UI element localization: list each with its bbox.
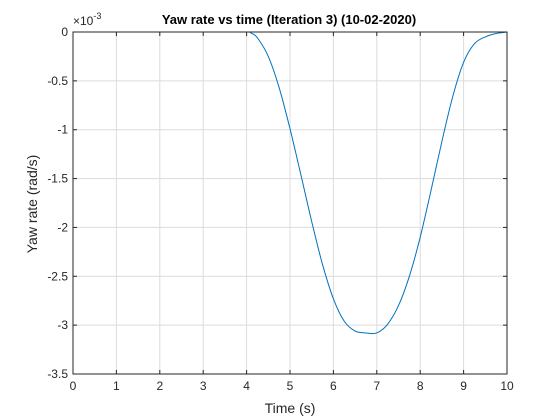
y-tick-label: -3 bbox=[57, 318, 68, 332]
y-tick-label: -2 bbox=[57, 220, 68, 234]
y-tick-label: -1 bbox=[57, 123, 68, 137]
x-tick-label: 3 bbox=[200, 379, 207, 393]
x-tick-label: 2 bbox=[156, 379, 163, 393]
y-axis-exponent: ×10-3 bbox=[73, 11, 101, 28]
y-tick-label: -3.5 bbox=[47, 367, 68, 381]
chart-title: Yaw rate vs time (Iteration 3) (10-02-20… bbox=[162, 12, 416, 27]
x-tick-label: 4 bbox=[243, 379, 250, 393]
y-exponent-base: ×10 bbox=[73, 14, 94, 28]
y-tick-labels: -3.5 -3 -2.5 -2 -1.5 -1 -0.5 0 bbox=[47, 25, 68, 381]
y-axis-label: Yaw rate (rad/s) bbox=[24, 155, 40, 254]
yaw-rate-line bbox=[72, 31, 508, 335]
y-tick-label: -0.5 bbox=[47, 74, 68, 88]
x-tick-label: 8 bbox=[417, 379, 424, 393]
series-layer bbox=[72, 31, 508, 335]
y-tick-label: -2.5 bbox=[47, 269, 68, 283]
tick-marks bbox=[72, 31, 508, 375]
x-tick-label: 5 bbox=[287, 379, 294, 393]
x-tick-label: 1 bbox=[113, 379, 120, 393]
x-tick-label: 9 bbox=[460, 379, 467, 393]
y-exponent-power: -3 bbox=[93, 11, 101, 21]
y-tick-label: -1.5 bbox=[47, 172, 68, 186]
x-axis-label: Time (s) bbox=[265, 400, 316, 416]
x-tick-label: 7 bbox=[373, 379, 380, 393]
y-tick-label: 0 bbox=[61, 25, 68, 39]
x-tick-label: 10 bbox=[500, 379, 514, 393]
x-tick-label: 0 bbox=[70, 379, 77, 393]
x-tick-labels: 0 1 2 3 4 5 6 7 8 9 10 bbox=[70, 379, 514, 393]
x-tick-label: 6 bbox=[330, 379, 337, 393]
